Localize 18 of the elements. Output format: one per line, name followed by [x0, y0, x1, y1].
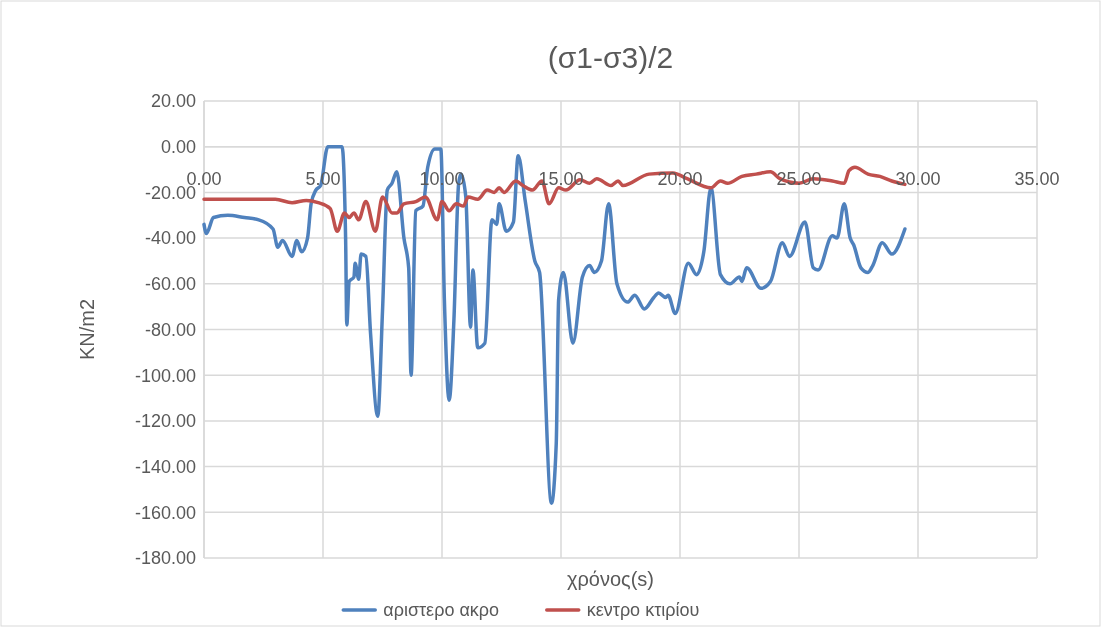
- chart-title: (σ1-σ3)/2: [547, 41, 674, 74]
- x-axis-title: χρόνος(s): [566, 568, 655, 590]
- y-tick-label: -80.00: [144, 319, 196, 340]
- legend-label: αριστερο ακρο: [383, 600, 500, 621]
- x-tick-label: 15.00: [538, 168, 584, 189]
- y-tick-label: -100.00: [134, 365, 196, 386]
- y-tick-label: -60.00: [144, 274, 196, 295]
- y-tick-label: -120.00: [134, 411, 196, 432]
- legend-label: κεντρο κτιρίου: [586, 600, 700, 621]
- y-tick-label: -180.00: [134, 548, 196, 569]
- y-axis-title: KN/m2: [76, 298, 98, 361]
- y-tick-label: 0.00: [160, 137, 196, 157]
- x-tick-label: 35.00: [1014, 168, 1060, 189]
- y-tick-label: -140.00: [134, 456, 196, 477]
- x-tick-label: 30.00: [895, 168, 941, 189]
- y-tick-label: -160.00: [134, 502, 196, 523]
- y-tick-label: -40.00: [144, 228, 196, 249]
- y-tick-label: 20.00: [150, 91, 196, 112]
